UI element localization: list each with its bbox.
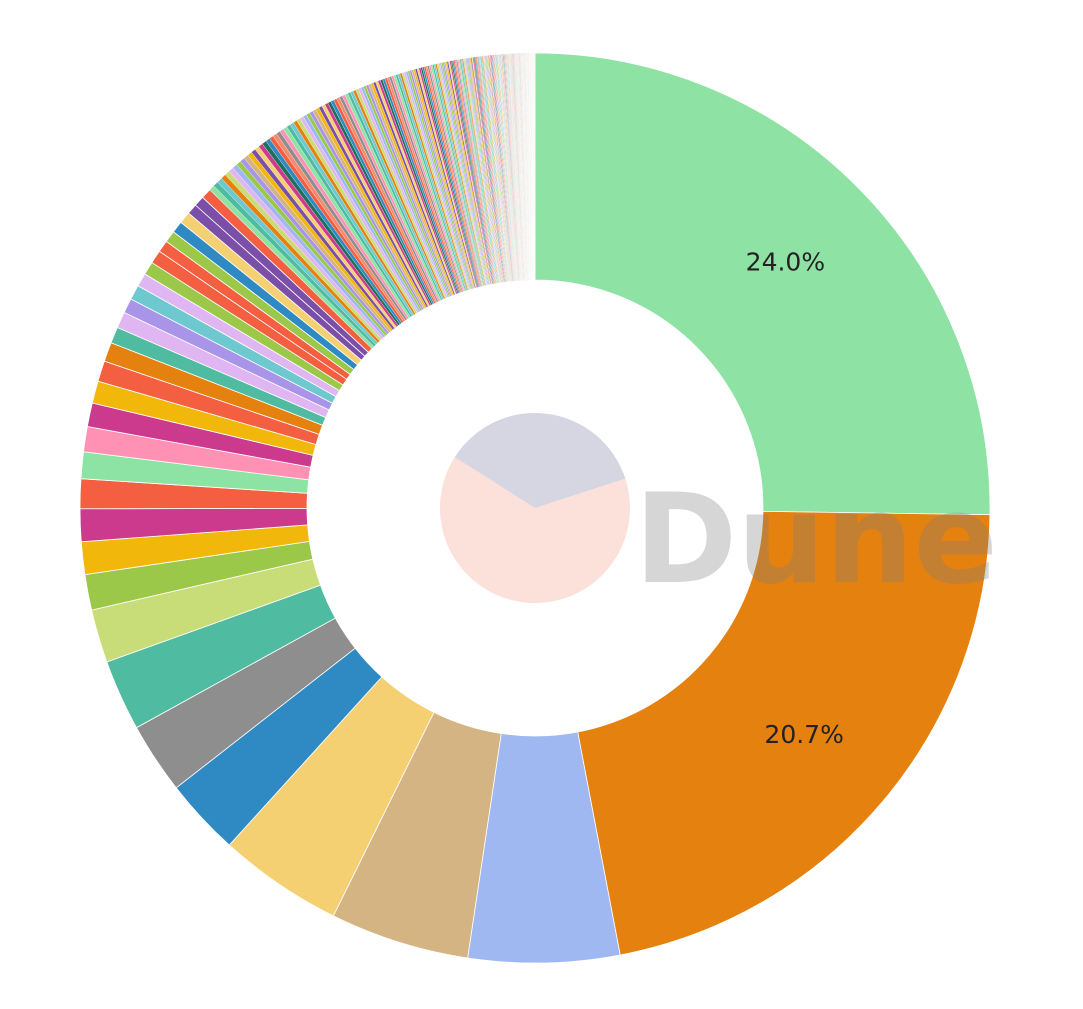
dune-watermark: Dune: [634, 468, 998, 612]
donut-slice: [534, 52, 991, 516]
inner-pie-slice: [439, 457, 631, 604]
donut-slice: [577, 510, 991, 956]
slice-percent-label: 24.0%: [746, 247, 825, 276]
donut-slices: [79, 52, 991, 964]
slice-labels: 24.0% 20.7%: [746, 247, 844, 749]
slice-percent-label: 20.7%: [764, 720, 843, 749]
inner-pie-slice: [454, 413, 626, 508]
inner-pie: [439, 413, 631, 604]
